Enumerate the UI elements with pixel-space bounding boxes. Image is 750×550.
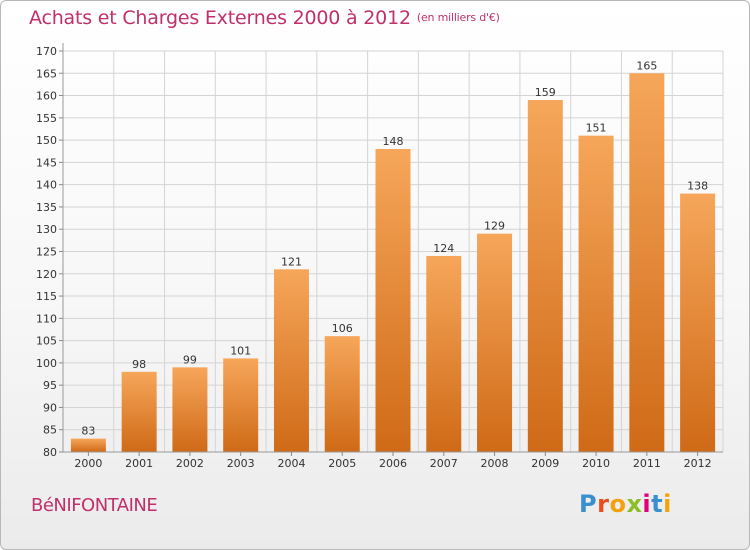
bar-2002: [172, 367, 208, 452]
bars: 83 98 99 101 121 106 148 124 129 159 151 165 138: [70, 59, 716, 453]
bar-2012: [680, 193, 716, 453]
bar-value-label: 98: [132, 358, 146, 371]
x-tick-label: 2005: [328, 457, 356, 470]
y-tick-label: 120: [36, 268, 57, 281]
bar-value-label: 151: [586, 122, 607, 135]
bar-2011: [629, 73, 665, 453]
logo-letter: P: [579, 490, 598, 518]
y-tick-label: 110: [36, 312, 57, 325]
logo-letter: t: [651, 490, 664, 518]
bar-2001: [121, 371, 157, 452]
y-tick-label: 80: [43, 446, 57, 459]
bar-2009: [527, 100, 563, 452]
bar-value-label: 106: [332, 322, 353, 335]
chart-title-text: Achats et Charges Externes 2000 à 2012: [29, 7, 411, 29]
bar-2000: [70, 438, 106, 452]
y-tick-label: 105: [36, 335, 57, 348]
x-tick-label: 2006: [379, 457, 407, 470]
x-tick-label: 2002: [176, 457, 204, 470]
x-tick-label: 2012: [684, 457, 712, 470]
y-tick-label: 85: [43, 424, 57, 437]
bar-value-label: 121: [281, 255, 302, 268]
y-tick-label: 145: [36, 156, 57, 169]
x-tick-label: 2001: [125, 457, 153, 470]
y-tick-label: 90: [43, 401, 57, 414]
x-tick-label: 2008: [481, 457, 509, 470]
x-tick-label: 2010: [582, 457, 610, 470]
bar-2003: [223, 358, 259, 452]
place-name: BéNIFONTAINE: [31, 495, 158, 516]
bar-value-label: 129: [484, 220, 505, 233]
y-tick-label: 100: [36, 357, 57, 370]
bar-value-label: 124: [433, 242, 454, 255]
bar-value-label: 138: [687, 180, 708, 193]
x-tick-label: 2004: [277, 457, 305, 470]
bar-value-label: 101: [230, 344, 251, 357]
logo-letter: i: [663, 490, 672, 518]
y-tick-label: 125: [36, 246, 57, 259]
logo-letter: r: [597, 490, 610, 518]
bar-value-label: 148: [383, 135, 404, 148]
y-tick-label: 170: [36, 45, 57, 58]
y-tick-label: 150: [36, 134, 57, 147]
bar-value-label: 83: [81, 425, 95, 438]
bar-2008: [477, 233, 513, 452]
y-tick-label: 95: [43, 379, 57, 392]
y-tick-label: 165: [36, 67, 57, 80]
bar-2004: [273, 269, 309, 452]
bar-value-label: 165: [636, 59, 657, 72]
axes: 80 85 90 95 100 105 110 115 120 125 130 135 140 145 15…: [36, 43, 723, 470]
bar-2010: [578, 135, 614, 452]
y-tick-label: 115: [36, 290, 57, 303]
x-tick-label: 2011: [633, 457, 661, 470]
bar-2006: [375, 149, 411, 452]
chart-title: Achats et Charges Externes 2000 à 2012 (e…: [29, 7, 500, 29]
bar-2005: [324, 336, 360, 452]
logo-letter: o: [609, 490, 627, 518]
bar-value-label: 99: [183, 353, 197, 366]
x-tick-label: 2007: [430, 457, 458, 470]
x-tick-label: 2000: [74, 457, 102, 470]
x-tick-label: 2009: [531, 457, 559, 470]
logo-letter: i: [642, 490, 652, 518]
y-tick-label: 160: [36, 90, 57, 103]
bar-2007: [426, 255, 462, 452]
y-tick-label: 135: [36, 201, 57, 214]
logo-letter: x: [626, 490, 643, 518]
y-tick-label: 140: [36, 179, 57, 192]
proxiti-logo: Proxiti: [579, 490, 672, 518]
bar-value-label: 159: [535, 86, 556, 99]
x-tick-label: 2003: [227, 457, 255, 470]
chart-subtitle: (en milliers d'€): [416, 11, 500, 24]
y-tick-label: 130: [36, 223, 57, 236]
y-tick-label: 155: [36, 112, 57, 125]
